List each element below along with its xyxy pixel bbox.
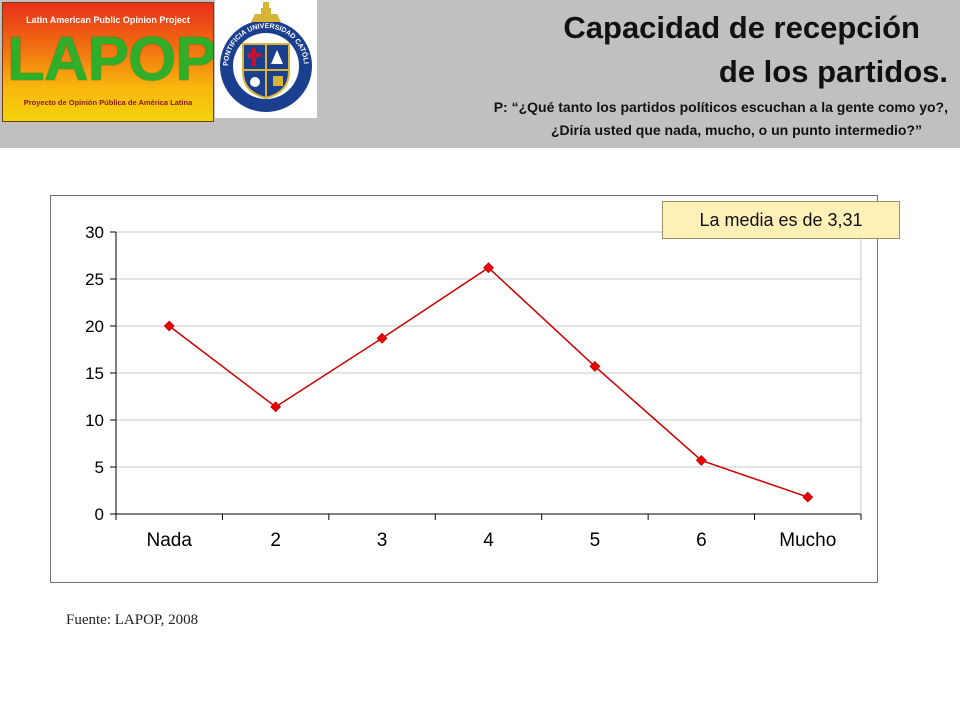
x-tick-label: 6 [696, 530, 707, 551]
lapop-logo-top-text: Latin American Public Opinion Project [26, 15, 190, 25]
lapop-logo-word: LAPOP [7, 25, 214, 94]
line-chart: 0 5 10 15 20 25 30 Nada 2 3 4 5 6 Mucho [85, 223, 862, 551]
x-tick-label: 4 [483, 530, 494, 551]
data-point [695, 454, 707, 466]
data-point [589, 360, 601, 372]
page-title-line-2: de los partidos. [718, 54, 948, 89]
mean-callout: La media es de 3,31 [662, 201, 900, 239]
x-tick-label: 5 [590, 530, 601, 551]
question-text-line-2: ¿Diría usted que nada, mucho, o un punto… [550, 122, 922, 138]
x-tick-label: Nada [147, 530, 193, 551]
y-tick-label: 30 [85, 223, 104, 242]
data-point [483, 262, 494, 274]
data-point [163, 320, 175, 332]
x-tick-label: 3 [377, 530, 388, 551]
data-point [802, 491, 814, 503]
x-tick-label: Mucho [779, 530, 836, 551]
x-tick-label: 2 [270, 530, 281, 551]
data-point [270, 401, 282, 413]
y-tick-label: 25 [85, 270, 104, 289]
chart-frame: 0 5 10 15 20 25 30 Nada 2 3 4 5 6 Mucho [50, 195, 878, 583]
source-note: Fuente: LAPOP, 2008 [66, 612, 199, 628]
lapop-logo: Latin American Public Opinion Project LA… [2, 2, 214, 122]
y-tick-label: 0 [95, 505, 104, 524]
y-tick-label: 20 [85, 317, 104, 336]
y-tick-label: 15 [85, 364, 104, 383]
header-banner: Latin American Public Opinion Project LA… [0, 0, 960, 148]
series-line [168, 266, 809, 498]
page-title-line-1: Capacidad de recepción [563, 10, 920, 45]
y-tick-label: 10 [85, 411, 104, 430]
lapop-logo-bottom-text: Proyecto de Opinión Pública de América L… [23, 98, 193, 107]
university-crest-icon: PONTIFICIA UNIVERSIDAD CATÓLICA DE CHILE [215, 0, 317, 118]
y-tick-label: 5 [95, 458, 104, 477]
question-text-line-1: P: “¿Qué tanto los partidos políticos es… [493, 99, 948, 115]
data-point [376, 332, 388, 344]
